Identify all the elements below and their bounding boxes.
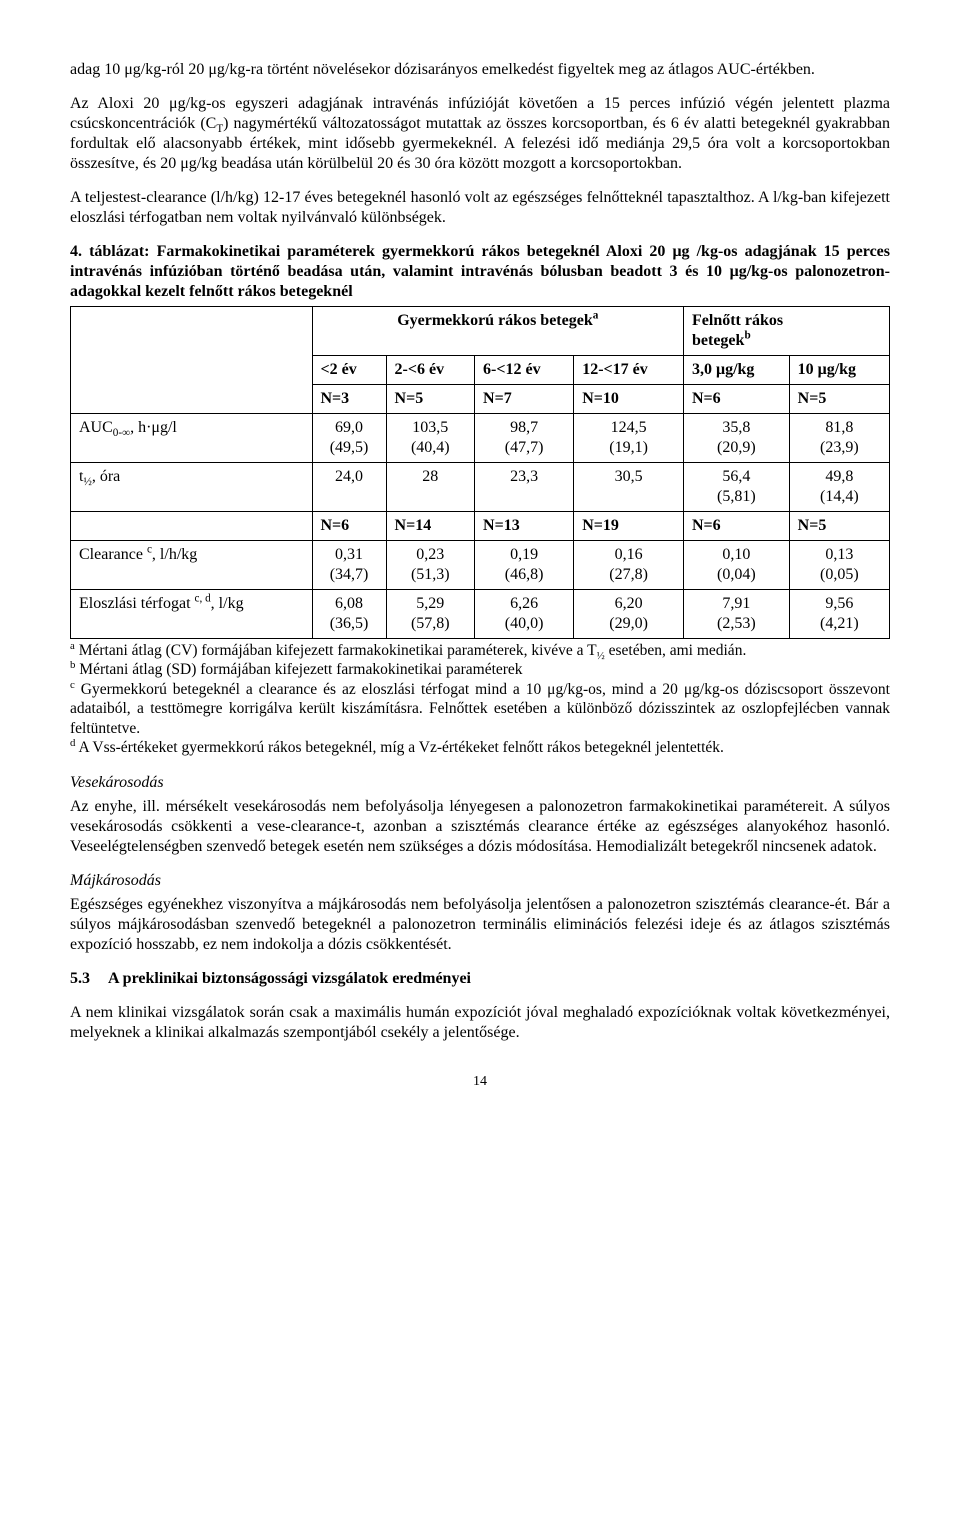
paragraph-2: Az Aloxi 20 μg/kg-os egyszeri adagjának …	[70, 94, 890, 174]
table-row: N=6 N=14 N=13 N=19 N=6 N=5	[71, 512, 890, 541]
paragraph-3: A teljestest-clearance (l/h/kg) 12-17 év…	[70, 188, 890, 228]
pk-parameter-table: Gyermekkorú rákos betegeka Felnőtt rákos…	[70, 306, 890, 639]
paragraph-renal: Az enyhe, ill. mérsékelt vesekárosodás n…	[70, 797, 890, 857]
subheading-hepatic: Májkárosodás	[70, 871, 890, 891]
section-heading: 5.3 A preklinikai biztonságossági vizsgá…	[70, 969, 890, 989]
page-number: 14	[70, 1073, 890, 1091]
paragraph-hepatic: Egészséges egyénekhez viszonyítva a májk…	[70, 895, 890, 955]
table-title: 4. táblázat: Farmakokinetikai paramétere…	[70, 242, 890, 302]
table-row: AUC0-∞, h·μg/l 69,0(49,5) 103,5(40,4) 98…	[71, 414, 890, 463]
table-row: t½, óra 24,0 28 23,3 30,5 56,4(5,81) 49,…	[71, 463, 890, 512]
paragraph-1: adag 10 μg/kg-ról 20 μg/kg-ra történt nö…	[70, 60, 890, 80]
table-row: Clearance c, l/h/kg 0,31(34,7) 0,23(51,3…	[71, 541, 890, 590]
table-row: Eloszlási térfogat c, d, l/kg 6,08(36,5)…	[71, 590, 890, 639]
paragraph-preclinical: A nem klinikai vizsgálatok során csak a …	[70, 1003, 890, 1043]
table-footnotes: a Mértani átlag (CV) formájában kifejeze…	[70, 641, 890, 757]
subheading-renal: Vesekárosodás	[70, 773, 890, 793]
